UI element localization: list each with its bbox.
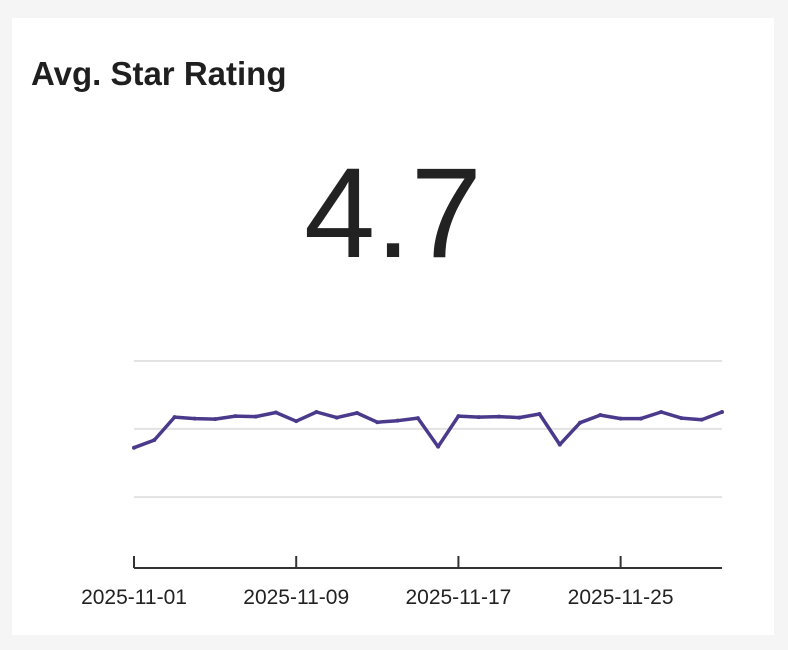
data-point-2025-11-01 [132, 445, 136, 450]
data-point-2025-11-16 [436, 444, 441, 449]
x-axis: 2025-11-01 2025-11-09 2025-11-17 2025-11-25 [81, 556, 722, 609]
data-point-2025-11-06 [233, 414, 238, 419]
x-tick-label-1: 2025-11-09 [243, 586, 349, 609]
data-point-2025-11-18 [476, 415, 481, 420]
data-point-2025-11-10 [314, 410, 319, 414]
data-point-2025-11-22 [557, 442, 562, 447]
data-point-2025-11-03 [172, 415, 177, 420]
x-tick-label-2: 2025-11-17 [405, 586, 511, 609]
x-tick-label-0: 2025-11-01 [81, 586, 187, 609]
data-point-2025-11-23 [578, 420, 583, 425]
data-point-2025-11-25 [618, 416, 623, 421]
data-point-2025-11-15 [415, 416, 420, 421]
data-point-2025-11-21 [537, 412, 542, 417]
data-point-2025-11-08 [273, 410, 278, 415]
data-point-2025-11-28 [679, 416, 684, 421]
data-point-2025-11-26 [638, 416, 643, 421]
data-point-2025-11-27 [659, 410, 664, 414]
data-point-2025-11-04 [192, 416, 197, 421]
data-point-2025-11-29 [699, 417, 704, 422]
metric-card: Avg. Star Rating 4.7 [12, 18, 774, 635]
rating-line [133, 410, 723, 450]
data-point-2025-11-24 [598, 413, 603, 418]
data-point-2025-11-11 [334, 415, 339, 420]
data-point-2025-11-07 [253, 414, 258, 419]
data-point-2025-11-09 [294, 419, 299, 424]
data-point-2025-11-19 [496, 414, 501, 419]
rating-series [132, 410, 724, 450]
data-point-2025-11-20 [517, 415, 522, 420]
data-point-2025-11-12 [355, 411, 360, 416]
x-tick-label-3: 2025-11-25 [568, 586, 674, 609]
card-title: Avg. Star Rating [31, 55, 287, 92]
data-point-2025-11-13 [375, 420, 380, 425]
data-point-2025-11-17 [456, 414, 461, 419]
chart-grid [134, 360, 722, 499]
data-point-2025-11-02 [152, 438, 157, 443]
data-point-2025-11-05 [213, 417, 218, 422]
data-point-2025-11-30 [720, 410, 724, 414]
data-point-2025-11-14 [395, 418, 400, 423]
metric-value: 4.7 [304, 142, 482, 285]
